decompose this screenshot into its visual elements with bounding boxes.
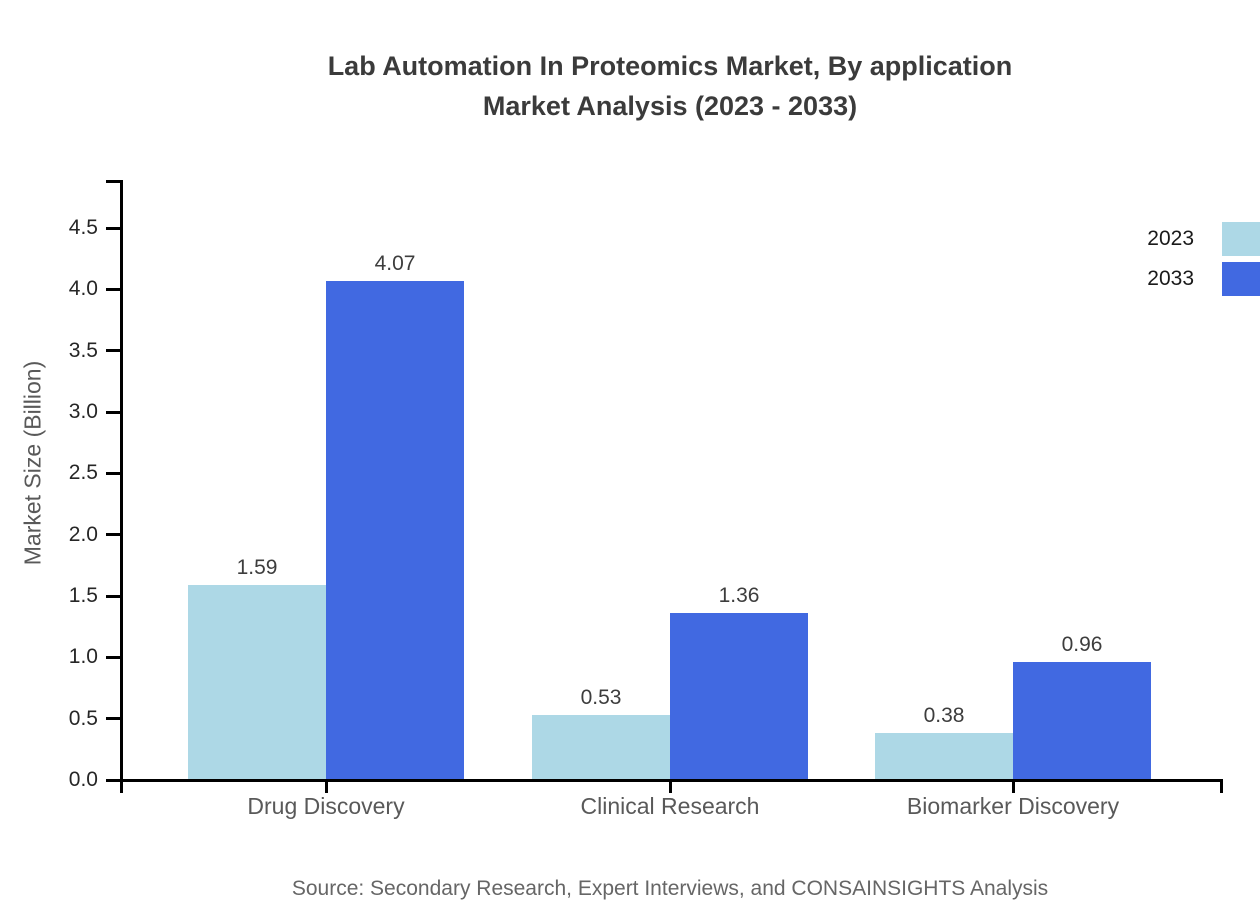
chart-title: Lab Automation In Proteomics Market, By … [80,46,1260,126]
y-tick-1.0 [106,655,121,659]
value-label-2023-biomarker-discovery: 0.38 [923,704,965,728]
y-tick-3.5 [106,349,121,353]
y-tick-label-4.5: 4.5 [68,216,98,239]
x-label-biomarker-discovery: Biomarker Discovery [906,793,1120,819]
bar-2023-biomarker-discovery [875,733,1013,780]
bar-2033-biomarker-discovery [1013,662,1151,780]
y-tick-1.5 [106,594,121,598]
bar-2033-drug-discovery [326,280,464,780]
y-tick-label-2.5: 2.5 [68,461,98,485]
y-tick-2.5 [106,471,121,475]
x-axis-line [119,778,1223,782]
y-tick-4.0 [106,287,121,291]
bar-2033-clinical-research [670,613,808,780]
source-note: Source: Secondary Research, Expert Inter… [291,877,1049,900]
value-label-2033-clinical-research: 1.36 [718,584,760,608]
y-tick-4.5 [106,226,121,230]
legend: 2023 2033 [1147,222,1260,296]
legend-label-2023: 2023 [1147,227,1194,250]
legend-swatch-2033 [1222,262,1260,296]
y-tick-label-0.0: 0.0 [68,768,98,791]
y-tick-label-3.5: 3.5 [68,338,98,362]
y-tick-2.0 [106,533,121,537]
legend-item-2033: 2033 [1147,262,1260,296]
y-tick-3.0 [106,410,121,414]
y-tick-label-1.0: 1.0 [68,645,98,669]
legend-label-2033: 2033 [1147,267,1194,290]
legend-swatch-2023 [1222,222,1260,256]
chart-title-line2: Market Analysis (2023 - 2033) [482,91,858,121]
y-tick-label-2.0: 2.0 [68,522,98,546]
y-tick-label-4.0: 4.0 [68,277,98,301]
y-tick-label-3.0: 3.0 [68,400,98,423]
y-tick-label-1.5: 1.5 [68,584,98,607]
y-axis-top-cap [106,180,121,183]
x-tick-drug-discovery [324,780,328,793]
y-axis-line [119,180,123,793]
x-label-drug-discovery: Drug Discovery [247,793,405,819]
bar-2023-drug-discovery [188,584,326,780]
y-tick-0.0 [106,778,121,782]
legend-item-2023: 2023 [1147,222,1260,256]
chart-title-line1: Lab Automation In Proteomics Market, By … [327,51,1013,81]
x-tick-biomarker-discovery [1011,780,1015,793]
value-label-2023-clinical-research: 0.53 [580,685,622,709]
x-label-clinical-research: Clinical Research [580,793,760,819]
y-tick-0.5 [106,717,121,721]
value-label-2033-drug-discovery: 4.07 [374,251,416,275]
value-label-2033-biomarker-discovery: 0.96 [1061,633,1103,657]
bar-2023-clinical-research [532,714,670,780]
x-axis-end-cap [1220,778,1223,793]
value-label-2023-drug-discovery: 1.59 [236,555,278,579]
x-tick-clinical-research [668,780,672,793]
y-tick-label-0.5: 0.5 [68,706,98,730]
